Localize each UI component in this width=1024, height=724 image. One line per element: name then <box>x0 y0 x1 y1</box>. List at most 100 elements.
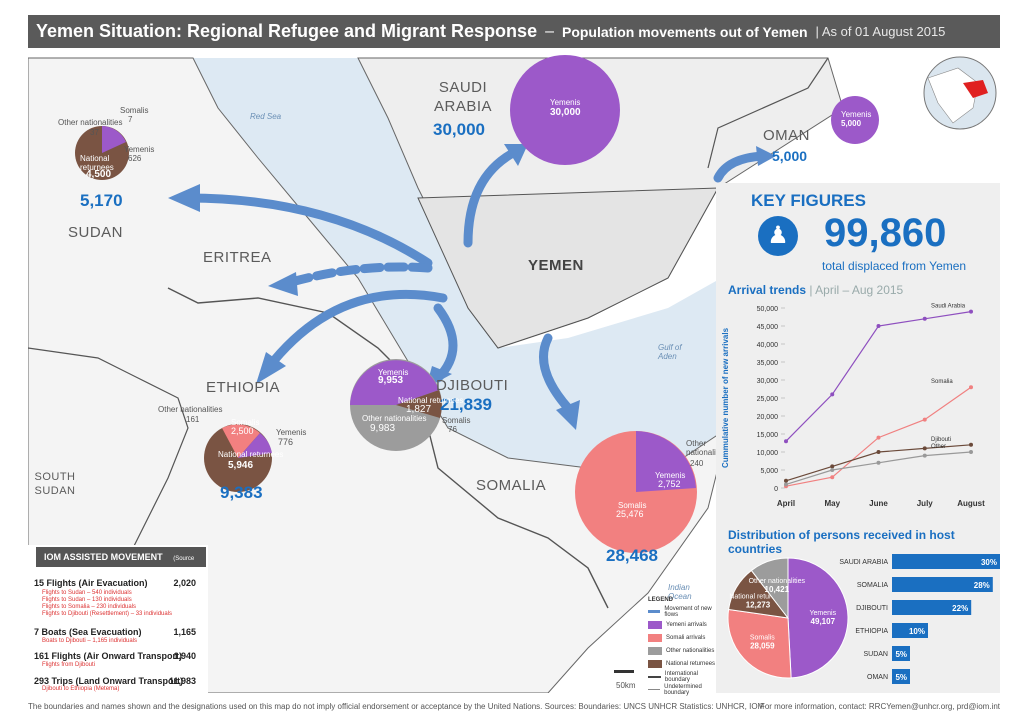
y-tick-label: 10,000 <box>757 450 779 457</box>
total-saudi-arabia: 30,000 <box>433 120 485 139</box>
pie-sudan-national: 4,500 <box>86 169 112 180</box>
idm-row: 161 Flights (Air Onward Transport) 1,940 <box>34 651 206 661</box>
pie-ethiopia-national-label: National returnees <box>218 450 284 459</box>
international-boundary-west <box>28 347 189 559</box>
legend-title: LEGEND <box>648 597 674 603</box>
idm-row-value: 2,020 <box>173 578 196 588</box>
series-label: Djibouti <box>931 437 951 443</box>
series-point <box>969 309 973 314</box>
pie-djibouti-yemenis-label: Yemenis <box>378 368 409 377</box>
legend-item: Other nationalities <box>648 644 720 657</box>
label-red-sea: Red Sea <box>250 112 282 121</box>
legend-label: International boundary <box>664 670 698 683</box>
sea-area <box>193 58 788 468</box>
y-tick-label: 50,000 <box>757 306 779 313</box>
legend-swatch <box>648 675 661 678</box>
pie-slice-value: 12,273 <box>746 600 771 609</box>
key-figures-total-label: total displaced from Yemen <box>822 259 967 273</box>
pie-sudan-somalis-label: Somalis <box>120 106 149 115</box>
x-tick-label: August <box>957 499 985 508</box>
total-oman: 5,000 <box>772 148 808 164</box>
series-point <box>969 450 973 454</box>
pie-djibouti-other-label: Other nationalities <box>362 414 427 423</box>
title-separator: – <box>545 22 554 40</box>
pie-slice-label: Other nationalities <box>749 578 806 585</box>
legend-item: Undetermined boundary <box>648 683 720 696</box>
y-tick-label: 45,000 <box>757 324 779 331</box>
pie-sudan-other: 37 <box>90 128 99 137</box>
label-oman: OMAN <box>763 127 810 144</box>
idm-row-label: 293 Trips (Land Onward Transport) <box>34 676 184 686</box>
idm-row-label: 161 Flights (Air Onward Transport) <box>34 651 183 661</box>
series-point <box>784 478 788 483</box>
idm-detail-line: Flights to Djibouti (Resettlement) – 33 … <box>42 611 173 617</box>
series-point <box>784 482 788 487</box>
pie-oman-label: Yemenis <box>841 110 872 119</box>
page-date: | As of 01 August 2015 <box>815 24 946 39</box>
pie-ethiopia-yemenis-label: Yemenis <box>276 428 307 437</box>
idm-detail-line: Flights to Sudan – 540 individuals <box>42 590 132 596</box>
pie-oman-value: 5,000 <box>841 119 862 128</box>
pie-sudan-yemenis <box>102 126 126 153</box>
bar-category-label: SUDAN <box>863 651 888 658</box>
series-point <box>969 442 973 447</box>
series-point <box>830 475 835 480</box>
arrow-head-eritrea <box>268 272 298 296</box>
arrow-head-ethiopia <box>256 352 286 384</box>
series-point <box>876 450 881 454</box>
pie-sudan-somalis: 7 <box>128 115 133 124</box>
y-tick-label: 35,000 <box>757 360 779 367</box>
bar-value-label: 5% <box>895 650 907 659</box>
idm-row-label: 7 Boats (Sea Evacuation) <box>34 627 142 637</box>
total-somalia: 28,468 <box>606 546 658 565</box>
bar <box>892 577 993 592</box>
series-point <box>876 324 881 328</box>
idm-detail-line: Flights to Sudan – 130 individuals <box>42 597 132 603</box>
pie-slice-label: National returnees <box>729 593 787 600</box>
series-point <box>922 453 927 458</box>
legend-label: Somali arrivals <box>666 634 706 641</box>
pie-somalia-yemenis: 2,752 <box>658 479 681 489</box>
arrow-head-somalia <box>556 400 580 430</box>
people-icon: ♟ <box>758 216 798 256</box>
label-eritrea: ERITREA <box>203 249 272 266</box>
flow-arrow-eritrea <box>283 262 433 288</box>
pie-djibouti-somalis: 76 <box>448 425 457 434</box>
y-tick-label: 25,000 <box>757 396 779 403</box>
pie-saudi <box>510 55 620 165</box>
legend-swatch <box>648 610 661 613</box>
y-tick-label: 20,000 <box>757 414 779 421</box>
x-tick-label: April <box>777 499 795 508</box>
idm-row-value: 1,940 <box>173 651 196 661</box>
bar <box>892 554 1000 569</box>
arrival-trends-period: | April – Aug 2015 <box>809 283 904 297</box>
pie-djibouti-national: 1,827 <box>406 404 432 415</box>
page-title: Yemen Situation: Regional Refugee and Mi… <box>36 21 538 41</box>
bar-value-label: 5% <box>895 673 907 682</box>
arrow-head-sudan <box>168 184 200 212</box>
bar-value-label: 28% <box>974 581 990 590</box>
pie-somalia-yemenis-label: Yemenis <box>655 471 686 480</box>
flow-arrow-sudan <box>183 193 433 268</box>
idm-detail-line: Boats to Djibouti – 1,165 individuals <box>42 638 138 644</box>
idm-row-details: Flights to Sudan – 540 individuals Fligh… <box>42 590 202 618</box>
label-ethiopia: ETHIOPIA <box>206 379 281 396</box>
idm-row: 293 Trips (Land Onward Transport) 11,983 <box>34 676 206 686</box>
bar-category-label: OMAN <box>867 674 888 681</box>
pie-ethiopia-somalis: 2,500 <box>231 426 254 436</box>
pie-slice <box>750 557 789 620</box>
pie-ethiopia-somalis <box>222 424 260 458</box>
y-tick-label: 5,000 <box>760 468 778 475</box>
legend-item: Movement of new flows <box>648 605 720 618</box>
idm-row-details: Flights from Djibouti <box>42 662 202 669</box>
idm-detail-line: Flights from Djibouti <box>42 662 96 668</box>
idm-row-details: Djibouti to Ethiopia (Metema) <box>42 686 202 693</box>
flow-arrow-ethiopia <box>263 289 448 373</box>
pie-ethiopia-other: 161 <box>186 415 200 424</box>
arrow-head-oman <box>756 146 776 166</box>
footer-disclaimer: The boundaries and names shown and the d… <box>28 702 765 711</box>
pie-slice-value: 10,421 <box>765 585 790 594</box>
series-label: Other <box>931 444 946 450</box>
distribution-bars: SAUDI ARABIA 30% SOMALIA 28% DJIBOUTI 22% ETHI… <box>839 554 1000 684</box>
x-tick-label: May <box>824 499 840 508</box>
